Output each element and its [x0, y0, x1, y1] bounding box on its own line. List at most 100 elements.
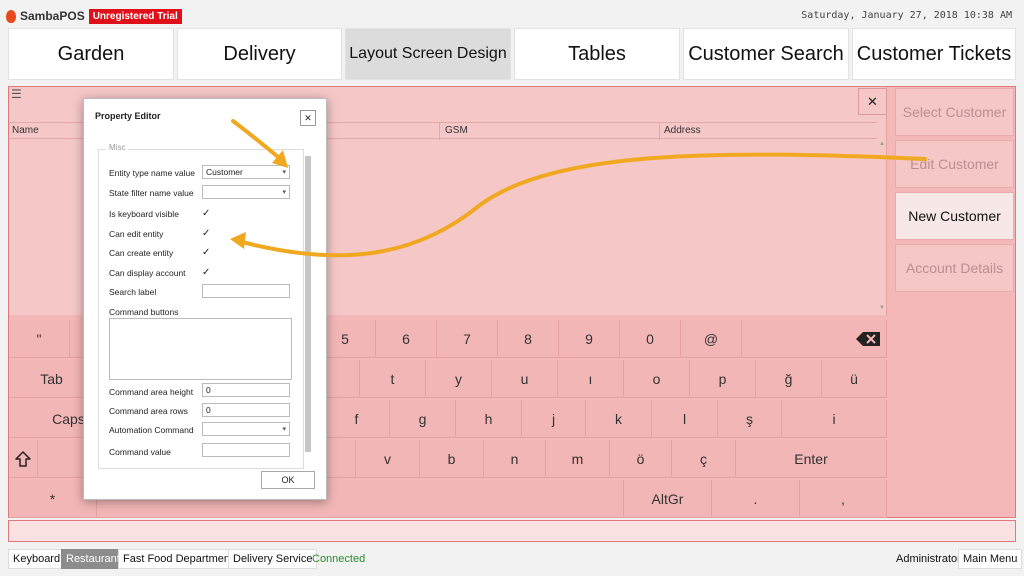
list-header: Name GSM Address	[9, 122, 877, 140]
key-o[interactable]: o	[624, 360, 690, 398]
state-filter-select[interactable]	[202, 185, 290, 199]
key-asterisk[interactable]: *	[9, 480, 97, 518]
key-v[interactable]: v	[356, 440, 420, 478]
key-s-cedilla[interactable]: ş	[718, 400, 782, 438]
key-backspace[interactable]	[742, 320, 887, 358]
status-keyboard[interactable]: Keyboard	[8, 549, 66, 569]
key-enter[interactable]: Enter	[736, 440, 887, 478]
automation-command-label: Automation Command	[109, 425, 194, 435]
key-dotless-i[interactable]: ı	[558, 360, 624, 398]
state-filter-label: State filter name value	[109, 188, 194, 198]
scroll-up-icon[interactable]: ▲	[879, 141, 885, 147]
key-h[interactable]: h	[456, 400, 522, 438]
key-f[interactable]: f	[324, 400, 390, 438]
brand-name: SambaPOS	[20, 9, 85, 23]
entity-type-label: Entity type name value	[109, 168, 195, 178]
close-icon[interactable]: ✕	[858, 88, 887, 115]
trial-badge: Unregistered Trial	[88, 8, 182, 24]
key-u-umlaut[interactable]: ü	[822, 360, 887, 398]
new-customer-button[interactable]: New Customer	[895, 192, 1014, 240]
can-create-label: Can create entity	[109, 248, 174, 258]
column-address[interactable]: Address	[664, 125, 701, 136]
scroll-down-icon[interactable]: ▼	[879, 305, 885, 311]
ok-button[interactable]: OK	[261, 471, 315, 489]
status-restaurant[interactable]: Restaurant	[61, 549, 125, 569]
tab-tables[interactable]: Tables	[514, 28, 680, 80]
key-o-umlaut[interactable]: ö	[610, 440, 672, 478]
command-area-height-input[interactable]: 0	[202, 383, 290, 397]
search-label-label: Search label	[109, 287, 157, 297]
command-area-height-label: Command area height	[109, 387, 194, 397]
dialog-close-button[interactable]: ✕	[300, 110, 316, 126]
key-c-cedilla[interactable]: ç	[672, 440, 736, 478]
keyboard-visible-checkbox[interactable]: ✓	[202, 208, 211, 219]
command-area-rows-input[interactable]: 0	[202, 403, 290, 417]
automation-command-select[interactable]	[202, 422, 290, 436]
list-scrollbar[interactable]: ▲ ▼	[877, 139, 887, 315]
can-edit-label: Can edit entity	[109, 229, 164, 239]
key-l[interactable]: l	[652, 400, 718, 438]
tab-delivery[interactable]: Delivery	[177, 28, 342, 80]
key-m[interactable]: m	[546, 440, 610, 478]
command-buttons-label: Command buttons	[109, 307, 179, 317]
key-n[interactable]: n	[484, 440, 546, 478]
key-i[interactable]: i	[782, 400, 887, 438]
column-separator	[439, 123, 440, 140]
dialog-scrollbar[interactable]	[305, 150, 311, 466]
entity-type-select[interactable]: Customer	[202, 165, 290, 179]
key-y[interactable]: y	[426, 360, 492, 398]
column-name[interactable]: Name	[12, 125, 39, 136]
command-value-input[interactable]	[202, 443, 290, 457]
column-gsm[interactable]: GSM	[445, 125, 468, 136]
can-create-checkbox[interactable]: ✓	[202, 247, 211, 258]
key-comma[interactable]: ,	[800, 480, 887, 518]
misc-group-label: Misc	[106, 143, 129, 152]
key-g-breve[interactable]: ğ	[756, 360, 822, 398]
key-g[interactable]: g	[390, 400, 456, 438]
key-8[interactable]: 8	[498, 320, 559, 358]
key-6[interactable]: 6	[376, 320, 437, 358]
key-period[interactable]: .	[712, 480, 800, 518]
can-display-label: Can display account	[109, 268, 186, 278]
can-display-checkbox[interactable]: ✓	[202, 267, 211, 278]
scroll-thumb[interactable]	[305, 156, 311, 452]
shift-arrow-icon	[15, 450, 31, 467]
select-customer-button[interactable]: Select Customer	[895, 88, 1014, 136]
property-editor-dialog: Property Editor ✕ Misc Entity type name …	[83, 98, 327, 500]
key-9[interactable]: 9	[559, 320, 620, 358]
key-u[interactable]: u	[492, 360, 558, 398]
main-menu-button[interactable]: Main Menu	[958, 549, 1023, 569]
tab-garden[interactable]: Garden	[8, 28, 174, 80]
key-at[interactable]: @	[681, 320, 742, 358]
key-k[interactable]: k	[586, 400, 652, 438]
command-area-rows-label: Command area rows	[109, 406, 188, 416]
edit-customer-button[interactable]: Edit Customer	[895, 140, 1014, 188]
key-shift[interactable]	[9, 440, 38, 478]
keyboard-visible-label: Is keyboard visible	[109, 209, 179, 219]
key-j[interactable]: j	[522, 400, 586, 438]
key-tab[interactable]: Tab	[9, 360, 95, 398]
status-fast-food-department[interactable]: Fast Food Department	[118, 549, 239, 569]
key-quote[interactable]: "	[9, 320, 70, 358]
command-buttons-textarea[interactable]	[109, 318, 292, 380]
tab-customer-tickets[interactable]: Customer Tickets	[852, 28, 1016, 80]
dialog-title: Property Editor	[95, 111, 161, 121]
can-edit-checkbox[interactable]: ✓	[202, 228, 211, 239]
key-0[interactable]: 0	[620, 320, 681, 358]
status-user: Administrator	[896, 553, 961, 565]
backspace-icon	[856, 331, 880, 346]
key-altgr[interactable]: AltGr	[624, 480, 712, 518]
tab-layout-screen-design[interactable]: Layout Screen Design	[345, 28, 511, 80]
menu-icon[interactable]: ☰	[11, 87, 22, 101]
tab-customer-search[interactable]: Customer Search	[683, 28, 849, 80]
flame-icon	[6, 9, 16, 23]
key-t[interactable]: t	[360, 360, 426, 398]
column-separator	[659, 123, 660, 140]
key-7[interactable]: 7	[437, 320, 498, 358]
sambapos-logo: SambaPOS Unregistered Trial	[6, 7, 182, 25]
key-b[interactable]: b	[420, 440, 484, 478]
key-p[interactable]: p	[690, 360, 756, 398]
status-delivery-service[interactable]: Delivery Service	[228, 549, 318, 569]
search-label-input[interactable]	[202, 284, 290, 298]
account-details-button[interactable]: Account Details	[895, 244, 1014, 292]
